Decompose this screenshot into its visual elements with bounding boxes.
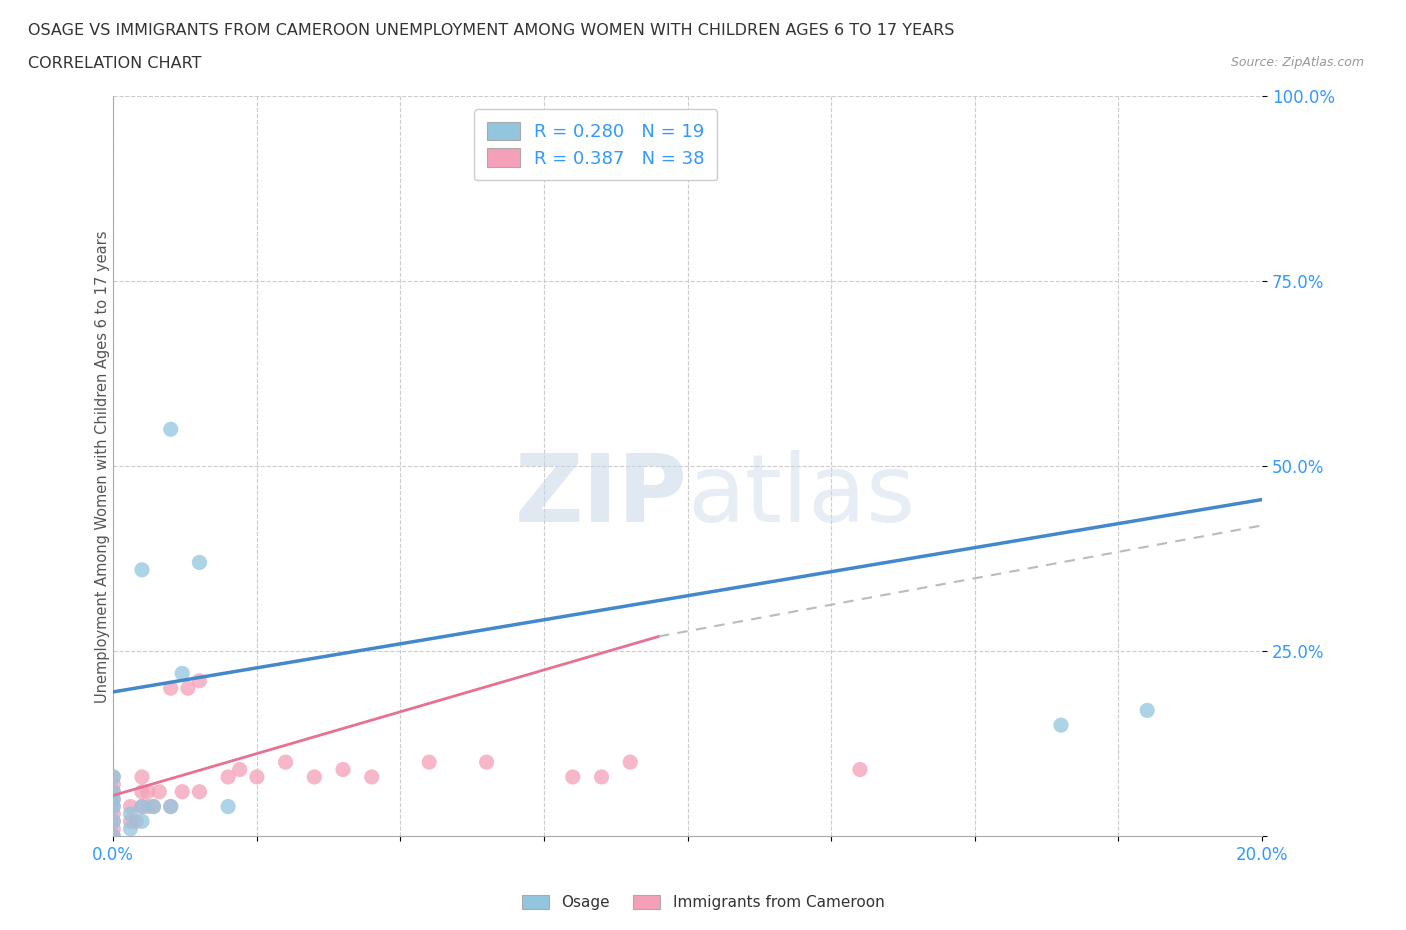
Point bbox=[159, 422, 181, 437]
Text: OSAGE VS IMMIGRANTS FROM CAMEROON UNEMPLOYMENT AMONG WOMEN WITH CHILDREN AGES 6 : OSAGE VS IMMIGRANTS FROM CAMEROON UNEMPL… bbox=[28, 23, 955, 38]
Point bbox=[159, 799, 181, 814]
Point bbox=[177, 681, 200, 696]
Point bbox=[1136, 703, 1159, 718]
Point bbox=[131, 814, 153, 829]
Point bbox=[103, 784, 125, 799]
Point bbox=[561, 769, 583, 784]
Point bbox=[148, 784, 170, 799]
Point bbox=[103, 814, 125, 829]
Point bbox=[172, 666, 194, 681]
Point bbox=[103, 806, 125, 821]
Legend: R = 0.280   N = 19, R = 0.387   N = 38: R = 0.280 N = 19, R = 0.387 N = 38 bbox=[474, 109, 717, 180]
Point bbox=[142, 799, 165, 814]
Point bbox=[159, 799, 181, 814]
Point bbox=[131, 563, 153, 578]
Point bbox=[136, 799, 159, 814]
Point bbox=[332, 762, 354, 777]
Point bbox=[142, 799, 165, 814]
Point bbox=[304, 769, 326, 784]
Point bbox=[103, 791, 125, 806]
Point bbox=[591, 769, 613, 784]
Point bbox=[103, 829, 125, 844]
Text: ZIP: ZIP bbox=[515, 450, 688, 542]
Y-axis label: Unemployment Among Women with Children Ages 6 to 17 years: Unemployment Among Women with Children A… bbox=[94, 230, 110, 702]
Point bbox=[217, 769, 239, 784]
Point bbox=[188, 784, 211, 799]
Point bbox=[103, 769, 125, 784]
Point bbox=[120, 799, 142, 814]
Point bbox=[103, 784, 125, 799]
Text: atlas: atlas bbox=[688, 450, 915, 542]
Text: CORRELATION CHART: CORRELATION CHART bbox=[28, 56, 201, 71]
Point bbox=[360, 769, 382, 784]
Point bbox=[103, 769, 125, 784]
Point bbox=[217, 799, 239, 814]
Point bbox=[103, 777, 125, 791]
Point bbox=[274, 755, 297, 770]
Point bbox=[619, 755, 641, 770]
Point bbox=[188, 673, 211, 688]
Point bbox=[131, 769, 153, 784]
Point bbox=[136, 784, 159, 799]
Legend: Osage, Immigrants from Cameroon: Osage, Immigrants from Cameroon bbox=[515, 887, 891, 918]
Point bbox=[120, 821, 142, 836]
Point bbox=[246, 769, 269, 784]
Point bbox=[103, 799, 125, 814]
Point bbox=[228, 762, 250, 777]
Point bbox=[120, 814, 142, 829]
Point bbox=[131, 784, 153, 799]
Point bbox=[188, 555, 211, 570]
Text: Source: ZipAtlas.com: Source: ZipAtlas.com bbox=[1230, 56, 1364, 69]
Point bbox=[120, 806, 142, 821]
Point bbox=[131, 799, 153, 814]
Point bbox=[131, 799, 153, 814]
Point bbox=[125, 814, 148, 829]
Point bbox=[103, 814, 125, 829]
Point bbox=[418, 755, 440, 770]
Point bbox=[103, 821, 125, 836]
Point bbox=[159, 681, 181, 696]
Point bbox=[849, 762, 872, 777]
Point bbox=[103, 799, 125, 814]
Point bbox=[172, 784, 194, 799]
Point bbox=[475, 755, 498, 770]
Point bbox=[103, 791, 125, 806]
Point bbox=[103, 829, 125, 844]
Point bbox=[1050, 718, 1073, 733]
